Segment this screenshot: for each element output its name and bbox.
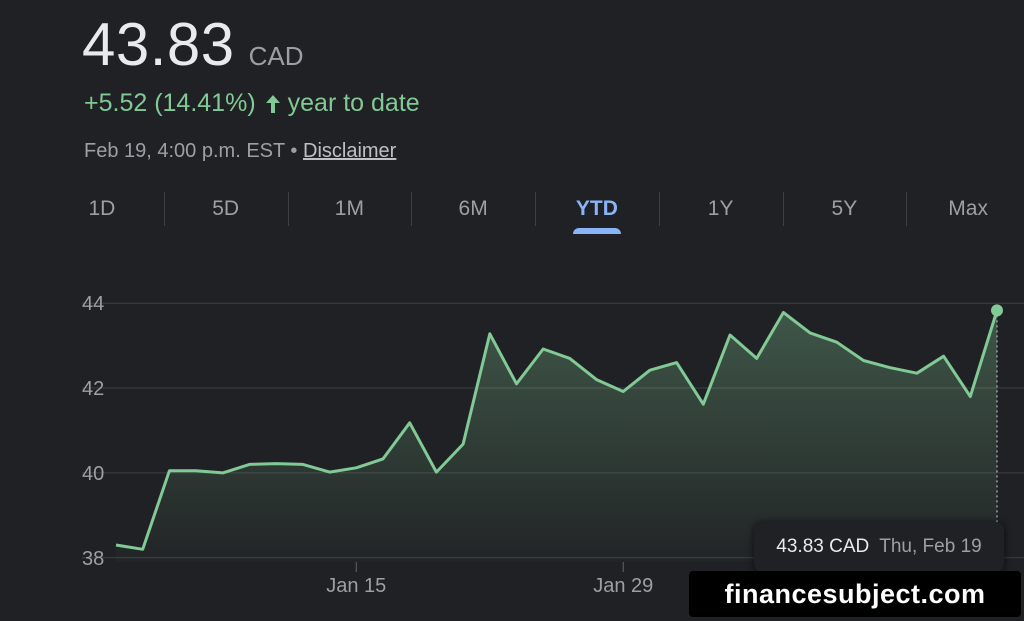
tab-label: 5Y [831, 197, 858, 220]
separator-dot: • [290, 140, 298, 162]
timestamp: Feb 19, 4:00 p.m. EST [84, 140, 285, 162]
tab-label: 1M [334, 197, 364, 220]
y-tick-label: 42 [82, 378, 104, 400]
series-line [115, 309, 999, 551]
x-tick-label: Jan 15 [326, 575, 386, 597]
arrow-up-icon [265, 94, 280, 113]
price-tooltip: 43.83 CAD Thu, Feb 19 [754, 522, 1004, 572]
y-axis: 44 42 40 38 [82, 293, 104, 570]
range-tabs: 1D 5D 1M 6M YTD 1Y 5Y Max [40, 192, 1024, 234]
tab-5y[interactable]: 5Y [782, 192, 907, 232]
tab-max[interactable]: Max [906, 192, 1024, 232]
tab-1m[interactable]: 1M [287, 192, 412, 232]
currency-label: CAD [248, 41, 304, 71]
x-tick-label: Jan 29 [593, 575, 653, 597]
y-tick-label: 44 [82, 293, 104, 315]
last-point-marker [991, 304, 1003, 317]
y-tick-label: 38 [82, 548, 104, 570]
tab-label: YTD [575, 197, 618, 220]
tab-1y[interactable]: 1Y [658, 192, 783, 232]
area-fill [116, 310, 997, 562]
quote-meta: Feb 19, 4:00 p.m. EST • Disclaimer [84, 140, 396, 163]
tab-label: Max [948, 197, 988, 220]
tab-label: 6M [458, 197, 488, 220]
change-period: year to date [287, 89, 420, 117]
disclaimer-link[interactable]: Disclaimer [303, 140, 397, 162]
tooltip-value: 43.83 CAD [776, 536, 870, 557]
change-value: +5.52 (14.41%) [84, 89, 256, 117]
tab-5d[interactable]: 5D [163, 192, 288, 232]
tab-label: 1D [88, 197, 116, 220]
tooltip-date: Thu, Feb 19 [879, 536, 982, 557]
tab-1d[interactable]: 1D [40, 192, 164, 232]
current-price: 43.83 [82, 11, 235, 78]
tab-label: 5D [212, 197, 240, 220]
price-change: +5.52 (14.41%) year to date [84, 89, 420, 118]
y-tick-label: 40 [82, 463, 104, 485]
active-tab-indicator [573, 228, 621, 234]
tab-ytd[interactable]: YTD [535, 192, 659, 234]
quote-header: 43.83 CAD [82, 10, 304, 79]
tab-6m[interactable]: 6M [411, 192, 535, 232]
watermark: financesubject.com [689, 571, 1021, 617]
tab-label: 1Y [707, 197, 734, 220]
